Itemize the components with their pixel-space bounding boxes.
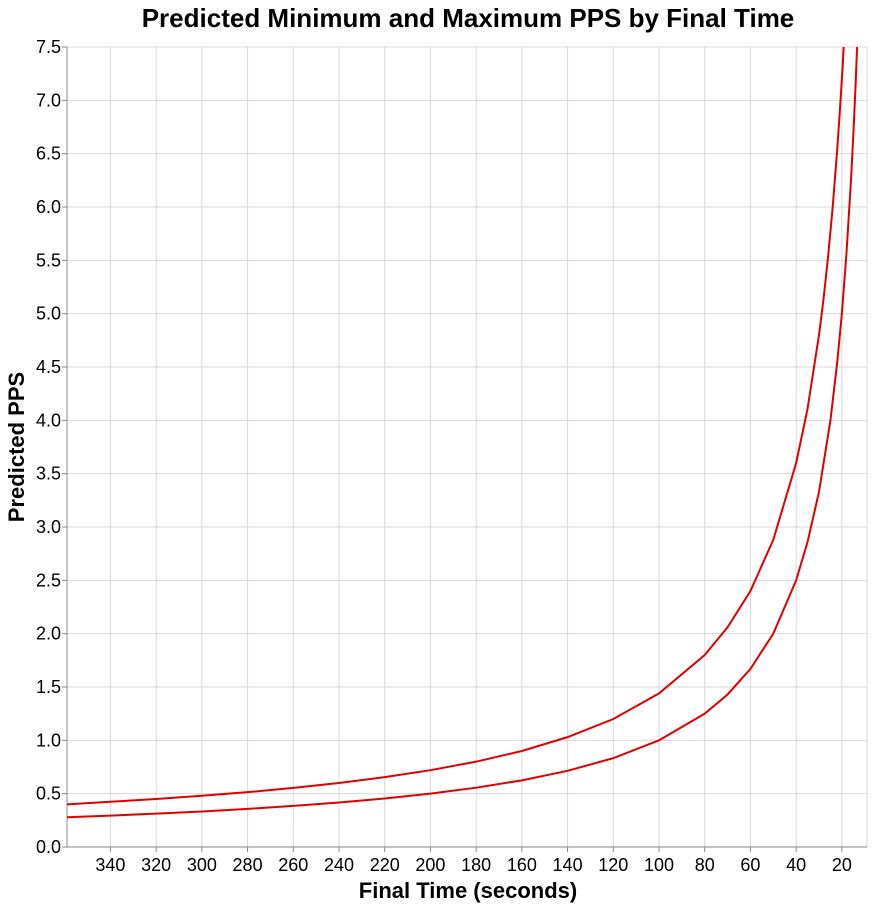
x-tick-label: 240 xyxy=(324,855,354,875)
x-tick-label: 60 xyxy=(740,855,760,875)
series-layer xyxy=(66,46,859,819)
grid xyxy=(67,46,868,848)
series-line-2 xyxy=(66,46,859,819)
y-tick-label: 3.0 xyxy=(36,517,61,537)
x-tick-label: 80 xyxy=(695,855,715,875)
x-tick-label: 40 xyxy=(786,855,806,875)
y-tick-label: 0.5 xyxy=(36,784,61,804)
y-tick-label: 6.0 xyxy=(36,197,61,217)
x-tick-label: 280 xyxy=(233,855,263,875)
x-tick-label: 200 xyxy=(415,855,445,875)
x-tick-label: 100 xyxy=(644,855,674,875)
y-tick-label: 3.5 xyxy=(36,464,61,484)
y-tick-label: 5.5 xyxy=(36,250,61,270)
x-tick-label: 20 xyxy=(832,855,852,875)
x-tick-label: 320 xyxy=(141,855,171,875)
chart-title: Predicted Minimum and Maximum PPS by Fin… xyxy=(142,3,795,33)
y-axis-label: Predicted PPS xyxy=(4,372,29,522)
x-tick-label: 120 xyxy=(598,855,628,875)
x-tick-label: 340 xyxy=(95,855,125,875)
y-tick-label: 7.5 xyxy=(36,37,61,57)
x-tick-label: 300 xyxy=(187,855,217,875)
x-axis-ticks: 340 320 300 280 260 240 220 200 180 160 140 120 100 8… xyxy=(95,847,852,875)
axes xyxy=(66,47,867,848)
series-line-1 xyxy=(66,46,845,806)
y-tick-label: 2.5 xyxy=(36,570,61,590)
y-tick-label: 1.5 xyxy=(36,677,61,697)
y-axis-ticks: 0.0 0.5 1.0 1.5 2.0 2.5 3.0 3.5 4.0 4.5 5.0 5.5 6.0 6… xyxy=(36,37,67,857)
x-tick-label: 180 xyxy=(461,855,491,875)
x-tick-label: 140 xyxy=(553,855,583,875)
y-tick-label: 7.0 xyxy=(36,90,61,110)
y-tick-label: 4.0 xyxy=(36,410,61,430)
x-tick-label: 260 xyxy=(278,855,308,875)
x-axis-label: Final Time (seconds) xyxy=(359,878,577,903)
x-tick-label: 220 xyxy=(370,855,400,875)
x-tick-label: 160 xyxy=(507,855,537,875)
y-tick-label: 1.0 xyxy=(36,730,61,750)
y-tick-label: 6.5 xyxy=(36,144,61,164)
y-tick-label: 2.0 xyxy=(36,624,61,644)
y-tick-label: 5.0 xyxy=(36,304,61,324)
y-tick-label: 0.0 xyxy=(36,837,61,857)
y-tick-label: 4.5 xyxy=(36,357,61,377)
